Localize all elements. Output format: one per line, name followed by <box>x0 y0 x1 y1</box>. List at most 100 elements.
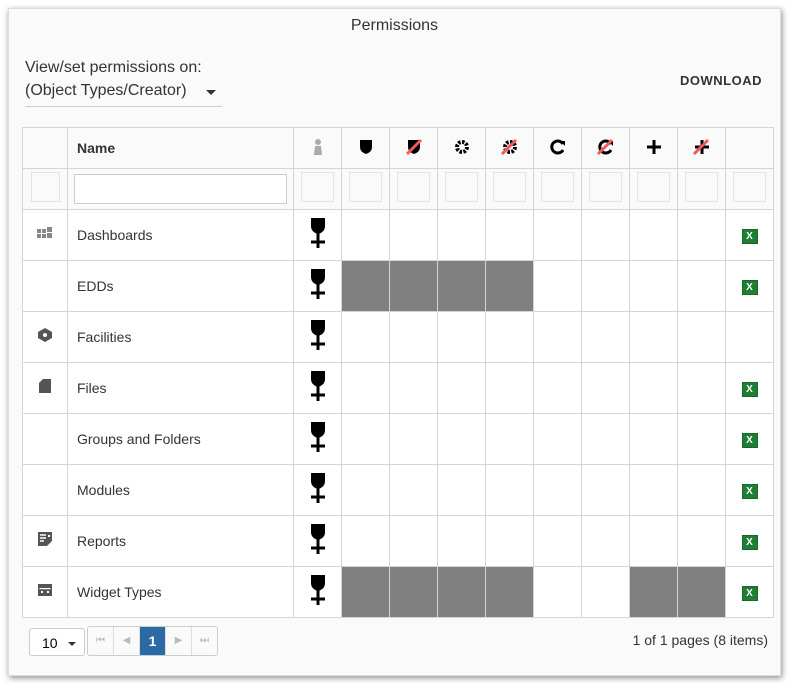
table-row[interactable]: Files X <box>22 362 795 414</box>
permission-cell-view[interactable] <box>341 311 390 363</box>
table-row[interactable]: Widget Types X <box>22 566 795 618</box>
permission-cell-deny-admin[interactable] <box>485 362 534 414</box>
column-filter[interactable] <box>725 168 774 210</box>
excel-export[interactable]: X <box>725 413 774 465</box>
prev-page-button[interactable]: ◀ <box>114 627 140 655</box>
object-select[interactable]: (Object Types/Creator) <box>25 82 222 107</box>
permission-cell-view[interactable] <box>341 413 390 465</box>
column-filter[interactable] <box>629 168 678 210</box>
table-row[interactable]: Dashboards X <box>22 209 795 261</box>
name-header[interactable]: Name <box>67 127 294 169</box>
excel-export[interactable]: X <box>725 209 774 261</box>
permission-cell-deny-admin[interactable] <box>485 413 534 465</box>
table-row[interactable]: Groups and Folders X <box>22 413 795 465</box>
excel-export[interactable] <box>725 311 774 363</box>
permission-cell-create[interactable] <box>629 362 678 414</box>
column-filter[interactable] <box>533 168 582 210</box>
permission-cell-admin[interactable] <box>437 515 486 567</box>
column-filter[interactable] <box>389 168 438 210</box>
permission-cell-admin[interactable] <box>437 362 486 414</box>
permission-cell-create[interactable] <box>629 209 678 261</box>
permission-cell-deny-create[interactable] <box>677 209 726 261</box>
permission-cell-deny-create[interactable] <box>677 413 726 465</box>
permission-cell-deny-admin[interactable] <box>485 209 534 261</box>
permission-cell-deny-view[interactable] <box>389 209 438 261</box>
permission-cell-deny-view[interactable] <box>389 362 438 414</box>
column-filter[interactable] <box>437 168 486 210</box>
first-page-button[interactable]: ⏮ <box>88 627 114 655</box>
permission-cell-admin[interactable] <box>437 209 486 261</box>
permission-cell-create[interactable] <box>629 515 678 567</box>
page-size-select[interactable]: 10 <box>29 628 85 656</box>
permission-cell-create[interactable] <box>629 311 678 363</box>
column-view-icon[interactable] <box>341 127 390 169</box>
column-create-icon[interactable] <box>629 127 678 169</box>
column-admin-icon[interactable] <box>437 127 486 169</box>
permission-cell-view[interactable] <box>341 515 390 567</box>
excel-icon[interactable]: X <box>741 382 758 397</box>
permission-cell-deny-admin[interactable] <box>485 311 534 363</box>
permission-cell-view[interactable] <box>341 209 390 261</box>
permission-cell-deny-edit[interactable] <box>581 311 630 363</box>
creator-permission-icon[interactable] <box>293 515 342 567</box>
table-row[interactable]: EDDs X <box>22 260 795 312</box>
excel-icon[interactable]: X <box>741 484 758 499</box>
column-filter[interactable] <box>341 168 390 210</box>
permission-cell-admin[interactable] <box>437 311 486 363</box>
permission-cell-deny-create[interactable] <box>677 464 726 516</box>
column-deny-view-icon[interactable] <box>389 127 438 169</box>
column-filter[interactable] <box>485 168 534 210</box>
name-filter-input[interactable] <box>74 174 287 204</box>
permission-cell-edit[interactable] <box>533 464 582 516</box>
creator-permission-icon[interactable] <box>293 362 342 414</box>
column-filter[interactable] <box>581 168 630 210</box>
permission-cell-view[interactable] <box>341 464 390 516</box>
excel-export[interactable]: X <box>725 464 774 516</box>
column-edit-icon[interactable] <box>533 127 582 169</box>
permission-cell-deny-admin[interactable] <box>485 464 534 516</box>
permission-cell-deny-view[interactable] <box>389 464 438 516</box>
excel-export[interactable]: X <box>725 362 774 414</box>
excel-export[interactable]: X <box>725 260 774 312</box>
creator-permission-icon[interactable] <box>293 209 342 261</box>
permission-cell-deny-create[interactable] <box>677 311 726 363</box>
permission-cell-deny-edit[interactable] <box>581 260 630 312</box>
permission-cell-edit[interactable] <box>533 362 582 414</box>
permission-cell-deny-create[interactable] <box>677 362 726 414</box>
permission-cell-deny-view[interactable] <box>389 413 438 465</box>
select-all-filter[interactable] <box>22 168 68 210</box>
column-creator-icon[interactable] <box>293 127 342 169</box>
permission-cell-deny-create[interactable] <box>677 515 726 567</box>
permission-cell-create[interactable] <box>629 464 678 516</box>
permission-cell-edit[interactable] <box>533 260 582 312</box>
table-row[interactable]: Reports X <box>22 515 795 567</box>
permission-cell-deny-view[interactable] <box>389 515 438 567</box>
permission-cell-edit[interactable] <box>533 209 582 261</box>
creator-permission-icon[interactable] <box>293 464 342 516</box>
download-button[interactable]: DOWNLOAD <box>680 73 762 88</box>
creator-permission-icon[interactable] <box>293 566 342 618</box>
page-1-button[interactable]: 1 <box>140 627 166 655</box>
excel-export[interactable]: X <box>725 515 774 567</box>
permission-cell-deny-edit[interactable] <box>581 362 630 414</box>
column-filter[interactable] <box>293 168 342 210</box>
permission-cell-deny-edit[interactable] <box>581 515 630 567</box>
excel-icon[interactable]: X <box>741 433 758 448</box>
excel-icon[interactable]: X <box>741 280 758 295</box>
excel-icon[interactable]: X <box>741 586 758 601</box>
permission-cell-create[interactable] <box>629 260 678 312</box>
creator-permission-icon[interactable] <box>293 311 342 363</box>
permission-cell-deny-create[interactable] <box>677 260 726 312</box>
next-page-button[interactable]: ▶ <box>166 627 192 655</box>
excel-export[interactable]: X <box>725 566 774 618</box>
creator-permission-icon[interactable] <box>293 260 342 312</box>
permission-cell-edit[interactable] <box>533 413 582 465</box>
last-page-button[interactable]: ⏭ <box>192 627 217 655</box>
excel-icon[interactable]: X <box>741 229 758 244</box>
permission-cell-admin[interactable] <box>437 413 486 465</box>
permission-cell-deny-edit[interactable] <box>581 209 630 261</box>
table-row[interactable]: Facilities <box>22 311 795 363</box>
column-deny-create-icon[interactable] <box>677 127 726 169</box>
column-deny-edit-icon[interactable] <box>581 127 630 169</box>
creator-permission-icon[interactable] <box>293 413 342 465</box>
